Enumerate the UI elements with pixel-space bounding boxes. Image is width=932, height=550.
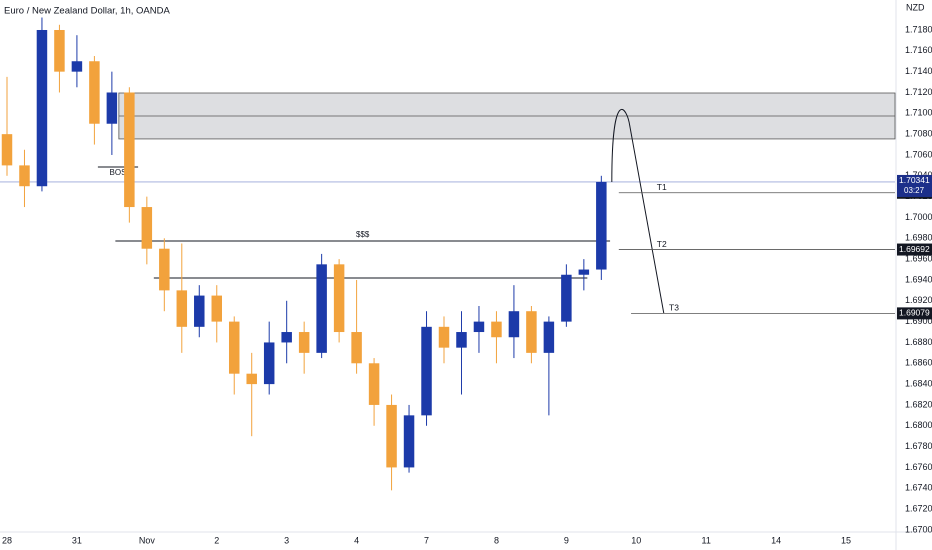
- candle-body: [473, 321, 485, 333]
- candle-body: [491, 321, 502, 338]
- y-tick-label: 1.69600: [905, 254, 932, 264]
- y-tick-label: 1.69800: [905, 233, 932, 243]
- x-tick-label: 10: [631, 535, 641, 545]
- x-tick-label: 3: [284, 535, 289, 545]
- candle-body: [368, 363, 380, 405]
- y-tick-label: 1.67000: [905, 524, 932, 534]
- candle-body: [456, 332, 467, 348]
- candle-body: [54, 29, 65, 72]
- x-tick-label: 8: [494, 535, 499, 545]
- candle-body: [141, 207, 153, 249]
- candle-body: [1, 134, 13, 166]
- candle-body: [596, 181, 607, 270]
- chart-title: Euro / New Zealand Dollar, 1h, OANDA: [4, 6, 170, 17]
- x-tick-label: 4: [354, 535, 359, 545]
- x-tick-label: 7: [424, 535, 429, 545]
- price-box-label: 1.69079: [899, 308, 930, 318]
- x-tick-label: Nov: [139, 535, 156, 545]
- y-tick-label: 1.69200: [905, 295, 932, 305]
- y-tick-label: 1.67800: [905, 441, 932, 451]
- candle-body: [263, 342, 275, 385]
- y-tick-label: 1.67200: [905, 503, 932, 513]
- candle-body: [508, 311, 520, 338]
- y-tick-label: 1.68400: [905, 378, 932, 388]
- candle-body: [71, 61, 83, 72]
- candle-body: [176, 290, 188, 327]
- candle-body: [333, 264, 345, 333]
- candle-body: [403, 415, 415, 468]
- candle-body: [106, 92, 118, 124]
- y-tick-label: 1.68200: [905, 399, 932, 409]
- candle-body: [159, 248, 170, 291]
- candle-body: [246, 373, 257, 385]
- candle-body: [543, 321, 555, 353]
- candle-body: [298, 332, 310, 353]
- x-tick-label: 15: [841, 535, 851, 545]
- current-price-label: 1.70341: [899, 175, 930, 185]
- candle-body: [421, 326, 432, 416]
- y-tick-label: 1.67600: [905, 462, 932, 472]
- candle-body: [19, 165, 30, 187]
- level-label: BOS: [110, 168, 127, 177]
- candle-body: [526, 311, 537, 353]
- price-box: [897, 307, 932, 320]
- y-tick-label: 1.70800: [905, 129, 932, 139]
- price-box: [897, 243, 932, 256]
- candle-body: [36, 29, 48, 187]
- y-tick-label: 1.71000: [905, 108, 932, 118]
- x-tick-label: 9: [564, 535, 569, 545]
- y-tick-label: 1.71400: [905, 66, 932, 76]
- target-label: T3: [669, 303, 679, 313]
- x-tick-label: 31: [72, 535, 82, 545]
- y-tick-label: 1.71800: [905, 24, 932, 34]
- candle-body: [228, 321, 240, 374]
- candle-body: [124, 92, 135, 208]
- y-axis-label: NZD: [906, 2, 925, 12]
- level-label: $$$: [356, 230, 370, 239]
- candle-body: [89, 61, 100, 124]
- countdown-label: 03:27: [904, 186, 925, 195]
- target-label: T2: [657, 239, 667, 249]
- y-tick-label: 1.69400: [905, 274, 932, 284]
- x-tick-label: 2: [214, 535, 219, 545]
- x-tick-label: 14: [771, 535, 781, 545]
- y-tick-label: 1.68600: [905, 358, 932, 368]
- y-tick-label: 1.67400: [905, 483, 932, 493]
- target-label: T1: [657, 182, 667, 192]
- y-tick-label: 1.71600: [905, 45, 932, 55]
- candle-body: [578, 269, 590, 275]
- y-tick-label: 1.70600: [905, 149, 932, 159]
- x-tick-label: 11: [702, 535, 711, 545]
- projection-path: [611, 108, 665, 314]
- y-tick-label: 1.68000: [905, 420, 932, 430]
- candle-body: [438, 326, 450, 348]
- candle-body: [386, 404, 397, 468]
- y-tick-label: 1.70000: [905, 212, 932, 222]
- x-tick-label: 28: [2, 535, 12, 545]
- current-price-box: [897, 174, 932, 197]
- candle-body: [561, 274, 572, 322]
- price-box-label: 1.69692: [899, 244, 930, 254]
- candle-body: [211, 295, 223, 322]
- candle-body: [194, 295, 205, 327]
- y-tick-label: 1.71200: [905, 87, 932, 97]
- y-tick-label: 1.69000: [905, 316, 932, 326]
- candle-body: [316, 264, 327, 353]
- candle-body: [281, 332, 292, 343]
- y-tick-label: 1.68800: [905, 337, 932, 347]
- candle-body: [351, 332, 362, 364]
